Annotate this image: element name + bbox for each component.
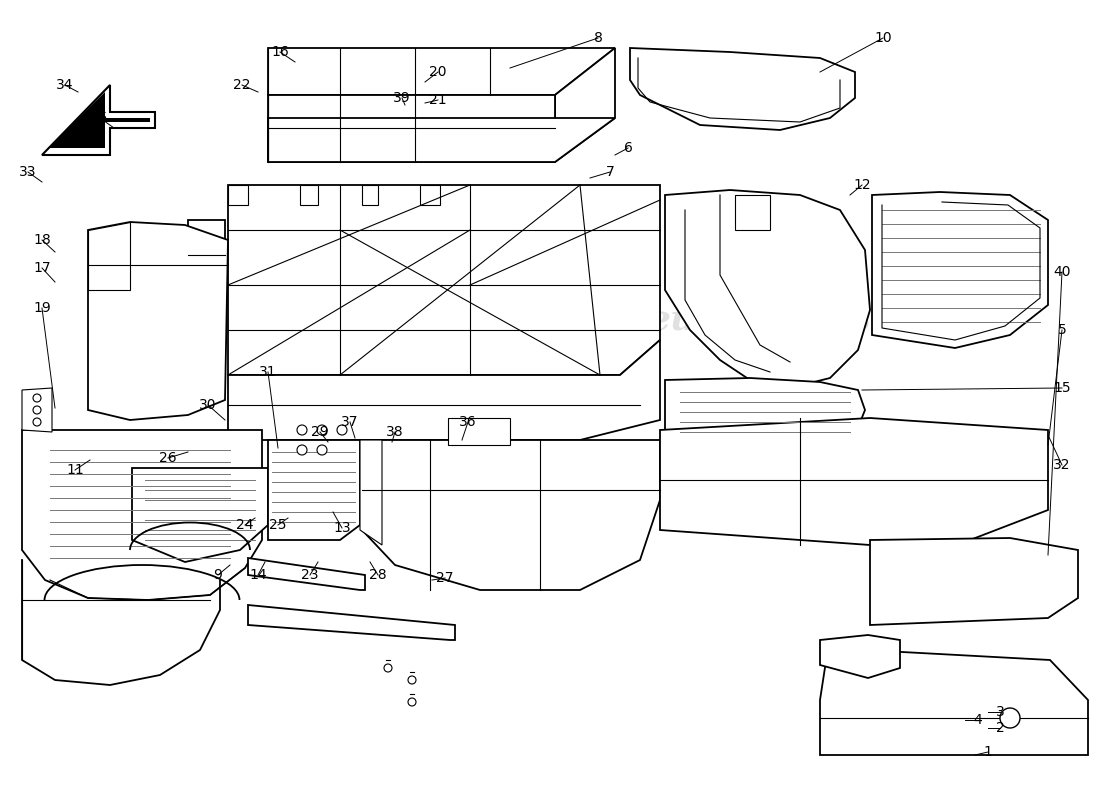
Text: 7: 7	[606, 165, 615, 179]
Text: 3: 3	[996, 705, 1004, 719]
Text: 16: 16	[271, 45, 289, 59]
Text: 35: 35	[91, 111, 109, 125]
Text: 21: 21	[429, 93, 447, 107]
Circle shape	[1000, 708, 1020, 728]
Polygon shape	[666, 190, 870, 388]
Polygon shape	[666, 378, 865, 450]
Text: 1: 1	[983, 745, 992, 759]
Text: 25: 25	[270, 518, 287, 532]
Text: 37: 37	[341, 415, 359, 429]
Polygon shape	[88, 222, 228, 420]
Polygon shape	[228, 185, 660, 375]
Polygon shape	[42, 85, 155, 155]
Text: 39: 39	[393, 91, 410, 105]
Text: 8: 8	[594, 31, 603, 45]
Text: 32: 32	[1054, 458, 1070, 472]
Polygon shape	[872, 192, 1048, 348]
Text: 11: 11	[66, 463, 84, 477]
Circle shape	[297, 445, 307, 455]
Polygon shape	[362, 440, 660, 590]
Text: 24: 24	[236, 518, 254, 532]
Polygon shape	[248, 558, 365, 590]
Polygon shape	[268, 95, 556, 162]
Circle shape	[337, 425, 346, 435]
Text: 31: 31	[260, 365, 277, 379]
Text: 38: 38	[386, 425, 404, 439]
Text: 15: 15	[1053, 381, 1070, 395]
Text: 30: 30	[199, 398, 217, 412]
Polygon shape	[268, 440, 360, 540]
Text: 2: 2	[996, 721, 1004, 735]
Text: 19: 19	[33, 301, 51, 315]
Polygon shape	[362, 185, 378, 205]
Text: eurospares: eurospares	[378, 473, 602, 507]
Text: 18: 18	[33, 233, 51, 247]
Polygon shape	[630, 48, 855, 130]
Polygon shape	[228, 340, 660, 440]
Polygon shape	[360, 440, 382, 545]
Text: 20: 20	[429, 65, 447, 79]
Circle shape	[317, 445, 327, 455]
Polygon shape	[132, 468, 268, 562]
Polygon shape	[420, 185, 440, 205]
Text: 40: 40	[1054, 265, 1070, 279]
Polygon shape	[870, 538, 1078, 625]
Text: eurospares: eurospares	[88, 303, 312, 337]
Text: 17: 17	[33, 261, 51, 275]
Text: 29: 29	[311, 425, 329, 439]
Polygon shape	[22, 388, 52, 432]
Polygon shape	[88, 222, 130, 290]
Polygon shape	[820, 648, 1088, 755]
Text: 14: 14	[250, 568, 267, 582]
Text: 33: 33	[20, 165, 36, 179]
Circle shape	[408, 676, 416, 684]
Text: 12: 12	[854, 178, 871, 192]
Text: 28: 28	[370, 568, 387, 582]
Text: eurospares: eurospares	[378, 303, 602, 337]
Polygon shape	[22, 430, 262, 600]
Polygon shape	[735, 195, 770, 230]
Polygon shape	[300, 185, 318, 205]
Text: 13: 13	[333, 521, 351, 535]
Text: eurospares: eurospares	[648, 303, 872, 337]
Text: 23: 23	[301, 568, 319, 582]
Circle shape	[384, 664, 392, 672]
Text: 26: 26	[160, 451, 177, 465]
Text: 27: 27	[437, 571, 453, 585]
Text: 5: 5	[1057, 323, 1066, 337]
Circle shape	[33, 406, 41, 414]
Text: 34: 34	[56, 78, 74, 92]
Text: 36: 36	[459, 415, 476, 429]
Polygon shape	[660, 418, 1048, 545]
Polygon shape	[248, 605, 455, 640]
Polygon shape	[188, 220, 226, 290]
Polygon shape	[268, 118, 615, 162]
Polygon shape	[228, 185, 248, 205]
Text: 22: 22	[233, 78, 251, 92]
Text: 10: 10	[874, 31, 892, 45]
Text: eurospares: eurospares	[88, 473, 312, 507]
Polygon shape	[556, 48, 615, 162]
Text: eurospares: eurospares	[648, 473, 872, 507]
Text: 9: 9	[213, 568, 222, 582]
Circle shape	[317, 425, 327, 435]
Circle shape	[33, 418, 41, 426]
Polygon shape	[268, 48, 615, 95]
Circle shape	[33, 394, 41, 402]
Text: 4: 4	[974, 713, 982, 727]
Text: 6: 6	[624, 141, 632, 155]
Circle shape	[408, 698, 416, 706]
Polygon shape	[820, 635, 900, 678]
Polygon shape	[448, 418, 510, 445]
Circle shape	[297, 425, 307, 435]
Polygon shape	[48, 92, 150, 148]
